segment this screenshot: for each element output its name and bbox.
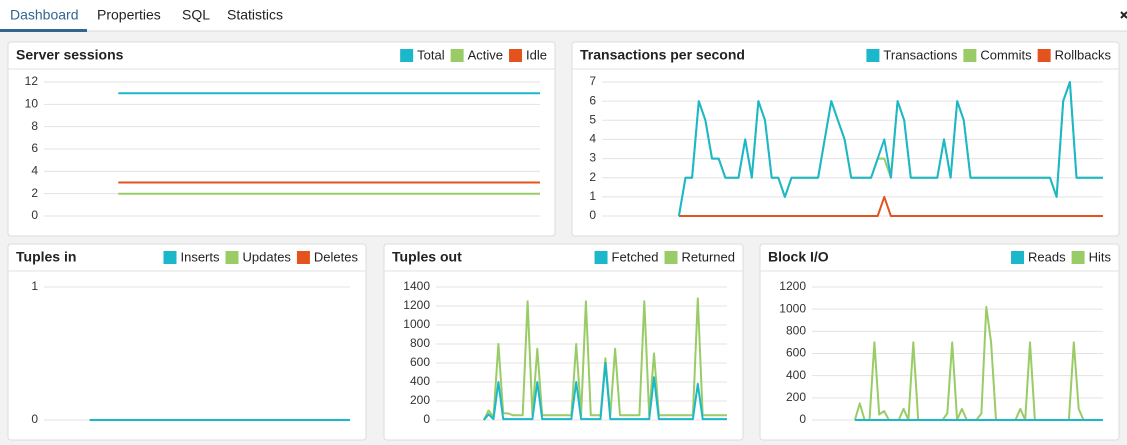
- legend-swatch: [963, 49, 977, 62]
- legend-label: Fetched: [612, 249, 659, 264]
- y-tick-label: 1000: [403, 317, 430, 331]
- legend-label: Hits: [1089, 249, 1112, 264]
- chart-title: Transactions per second: [580, 47, 745, 63]
- y-tick-label: 4: [31, 164, 38, 178]
- y-tick-label: 400: [410, 374, 430, 388]
- chart-title: Server sessions: [16, 47, 124, 63]
- tab[interactable]: Statistics: [227, 7, 283, 23]
- chart-title: Tuples out: [392, 249, 462, 265]
- panel: [7, 41, 556, 237]
- series-line: [677, 81, 1103, 217]
- y-tick-label: 1000: [779, 301, 806, 315]
- y-tick-label: 600: [410, 355, 430, 369]
- chart-title: Block I/O: [768, 249, 829, 265]
- legend-swatch: [225, 251, 239, 264]
- series-line: [483, 362, 727, 421]
- series-line: [482, 297, 727, 421]
- legend-label: Total: [417, 47, 445, 62]
- tab[interactable]: Dashboard: [10, 7, 79, 23]
- tab[interactable]: Properties: [97, 7, 161, 23]
- y-tick-label: 7: [589, 74, 596, 88]
- legend-label: Deletes: [314, 249, 359, 264]
- legend-swatch: [1071, 251, 1085, 264]
- y-tick-label: 5: [589, 112, 596, 126]
- legend-swatch: [400, 49, 414, 62]
- y-tick-label: 800: [410, 336, 430, 350]
- y-tick-label: 2: [589, 170, 596, 184]
- y-tick-label: 1: [31, 279, 38, 293]
- y-tick-label: 10: [25, 97, 39, 111]
- y-tick-label: 2: [31, 186, 38, 200]
- y-tick-label: 200: [786, 390, 806, 404]
- legend-label: Reads: [1028, 249, 1066, 264]
- y-tick-label: 0: [31, 412, 38, 426]
- y-tick-label: 12: [25, 74, 39, 88]
- legend-swatch: [664, 251, 678, 264]
- legend-label: Returned: [682, 249, 735, 264]
- y-tick-label: 0: [799, 412, 806, 426]
- panel: [383, 243, 744, 441]
- tab[interactable]: SQL: [182, 7, 210, 23]
- tab-bar: [0, 0, 1127, 31]
- legend-label: Active: [468, 47, 503, 62]
- legend-swatch: [1037, 49, 1051, 62]
- legend-swatch: [509, 49, 523, 62]
- legend-label: Updates: [243, 249, 292, 264]
- legend-label: Inserts: [180, 249, 220, 264]
- y-tick-label: 6: [31, 141, 38, 155]
- y-tick-label: 0: [31, 208, 38, 222]
- y-tick-label: 200: [410, 393, 430, 407]
- y-tick-label: 800: [786, 324, 806, 338]
- y-tick-label: 600: [786, 346, 806, 360]
- y-tick-label: 1400: [403, 279, 430, 293]
- legend-swatch: [1011, 251, 1025, 264]
- legend-swatch: [594, 251, 608, 264]
- legend-swatch: [866, 49, 880, 62]
- legend-swatch: [163, 251, 177, 264]
- panel: [759, 243, 1120, 441]
- y-tick-label: 1200: [403, 298, 430, 312]
- y-tick-label: 0: [423, 412, 430, 426]
- legend-label: Commits: [980, 47, 1032, 62]
- active-tab-indicator: [0, 29, 87, 32]
- panel: [7, 243, 367, 441]
- legend-label: Transactions: [883, 47, 957, 62]
- y-tick-label: 4: [589, 132, 596, 146]
- chart-title: Tuples in: [16, 249, 76, 265]
- y-tick-label: 0: [589, 208, 596, 222]
- y-tick-label: 6: [589, 93, 596, 107]
- legend-swatch: [296, 251, 310, 264]
- y-tick-label: 400: [786, 368, 806, 382]
- y-tick-label: 1200: [779, 279, 806, 293]
- y-tick-label: 1: [589, 189, 596, 203]
- y-tick-label: 8: [31, 119, 38, 133]
- y-tick-label: 3: [589, 151, 596, 165]
- legend-label: Rollbacks: [1055, 47, 1112, 62]
- legend-label: Idle: [526, 47, 547, 62]
- series-line: [678, 195, 1103, 217]
- legend-swatch: [450, 49, 464, 62]
- close-icon[interactable]: [1120, 11, 1127, 19]
